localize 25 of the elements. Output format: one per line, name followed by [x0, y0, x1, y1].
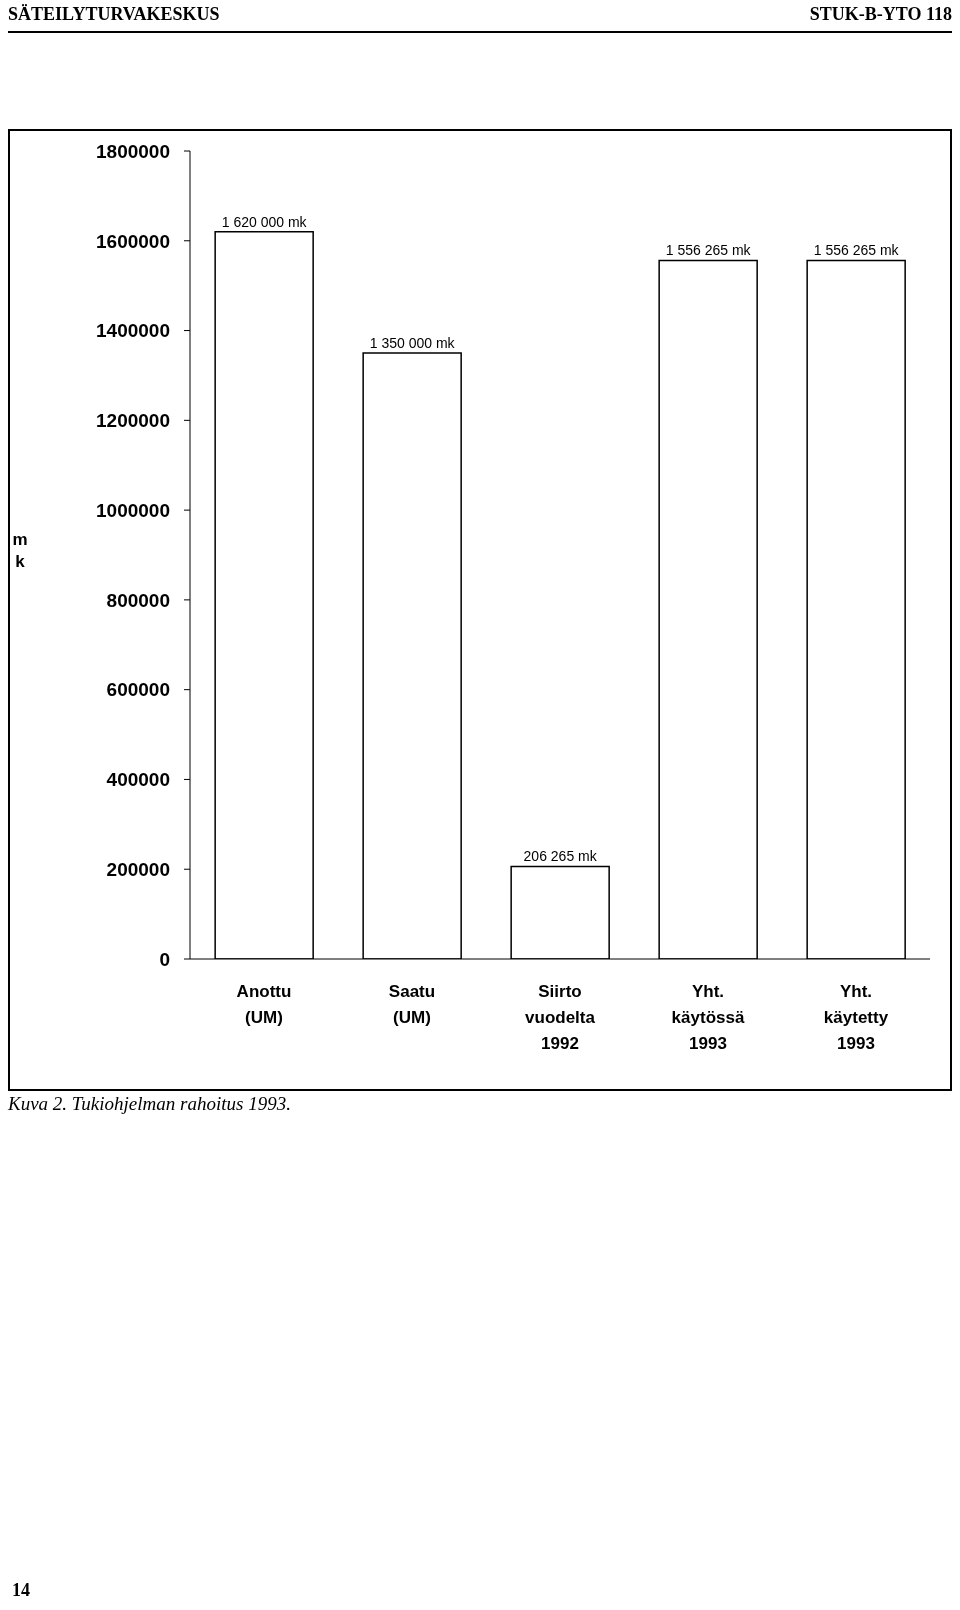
y-tick-label: 200000: [106, 858, 170, 880]
x-tick-label: Saatu (UM): [388, 982, 436, 1027]
y-tick-label: 0: [159, 948, 170, 970]
y-tick-label: 800000: [106, 589, 170, 611]
y-tick-label: 600000: [106, 679, 170, 701]
text: Kuva 2. Tukiohjelman rahoitus 1993.: [8, 1093, 292, 1115]
y-tick-label: 1000000: [96, 499, 170, 521]
x-tick-label: Siirto vuodelta 1992: [525, 982, 596, 1053]
text: 14: [12, 1580, 30, 1601]
data-label: 1 556 265 mk: [665, 242, 752, 259]
data-label: 1 350 000 mk: [369, 335, 456, 351]
data-label: 1 556 265 mk: [813, 242, 900, 259]
y-tick-label: 1400000: [96, 320, 170, 342]
data-label: 1 620 000 mk: [221, 213, 308, 230]
y-axis-title: mk: [12, 530, 28, 571]
text: SÄTEILYTURVAKESKUS: [8, 4, 220, 25]
y-tick-label: 1800000: [96, 140, 170, 162]
x-tick-label: Yht. käytetty 1993: [823, 982, 889, 1053]
y-tick-label: 400000: [106, 769, 170, 791]
y-tick-label: 1600000: [96, 230, 170, 252]
x-tick-label: Anottu (UM): [236, 982, 292, 1027]
text: STUK-B-YTO 118: [809, 4, 952, 25]
y-tick-label: 1200000: [96, 410, 170, 432]
x-tick-label: Yht. käytössä 1993: [671, 982, 745, 1053]
data-label: 206 265 mk: [523, 848, 598, 865]
